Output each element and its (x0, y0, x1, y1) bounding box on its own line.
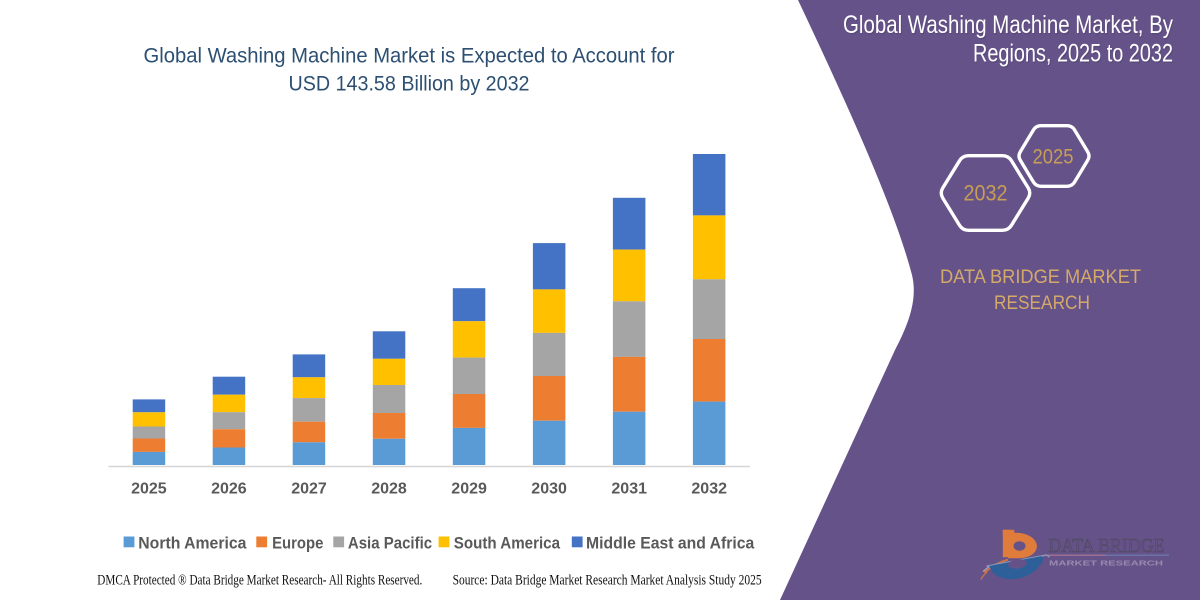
svg-text:USD 143.58 Billion by 2032: USD 143.58 Billion by 2032 (289, 72, 530, 96)
svg-text:Asia Pacific: Asia Pacific (348, 534, 432, 552)
svg-text:2027: 2027 (291, 480, 327, 497)
svg-text:North America: North America (138, 534, 247, 552)
svg-text:DMCA Protected ® Data Bridge M: DMCA Protected ® Data Bridge Market Rese… (97, 573, 422, 589)
svg-text:Europe: Europe (272, 534, 323, 552)
svg-text:Global Washing Machine Market: Global Washing Machine Market is Expecte… (144, 44, 675, 68)
svg-text:Regions, 2025 to 2032: Regions, 2025 to 2032 (973, 40, 1173, 68)
svg-text:MARKET RESEARCH: MARKET RESEARCH (1049, 559, 1163, 568)
svg-text:Global Washing Machine Market,: Global Washing Machine Market, By (843, 11, 1173, 39)
svg-text:2025: 2025 (131, 480, 167, 497)
svg-text:2026: 2026 (211, 480, 247, 497)
svg-text:Middle East and Africa: Middle East and Africa (586, 534, 755, 552)
svg-text:2031: 2031 (611, 480, 647, 497)
svg-text:Source: Data Bridge Market Res: Source: Data Bridge Market Research Mark… (453, 573, 762, 589)
svg-text:South America: South America (454, 534, 561, 552)
svg-text:2030: 2030 (531, 480, 567, 497)
svg-text:2032: 2032 (691, 480, 727, 497)
svg-text:Global Washing Machine Market,: Global Washing Machine Market, By (844, 13, 1174, 41)
svg-text:DATA BRIDGE MARKET: DATA BRIDGE MARKET (940, 266, 1141, 288)
svg-text:2029: 2029 (451, 480, 487, 497)
svg-text:2025: 2025 (1033, 145, 1074, 169)
svg-text:2032: 2032 (964, 181, 1008, 206)
svg-text:DATA BRIDGE: DATA BRIDGE (1049, 535, 1165, 557)
svg-text:2028: 2028 (371, 480, 407, 497)
svg-text:RESEARCH: RESEARCH (994, 292, 1090, 314)
svg-text:Regions, 2025 to 2032: Regions, 2025 to 2032 (974, 41, 1174, 69)
